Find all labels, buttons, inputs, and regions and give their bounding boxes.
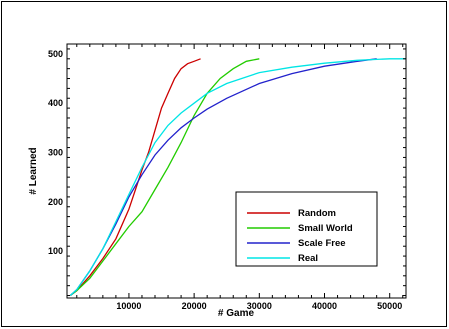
y-tick-label: 400 — [48, 98, 63, 108]
series-line-1 — [69, 58, 260, 297]
legend-label-0: Random — [298, 208, 336, 219]
series-line-3 — [69, 58, 406, 296]
x-tick-label: 20000 — [182, 301, 207, 311]
series-lines — [69, 58, 406, 297]
x-axis: 10000 20000 30000 40000 50000 — [76, 44, 404, 311]
x-tick-label: 10000 — [116, 301, 141, 311]
legend-label-3: Real — [298, 253, 318, 264]
legend-label-1: Small World — [298, 223, 353, 234]
series-line-0 — [69, 58, 201, 297]
x-axis-label: # Game — [218, 308, 255, 319]
x-tick-label: 50000 — [377, 301, 402, 311]
y-tick-label: 100 — [48, 246, 63, 256]
legend-label-2: Scale Free — [298, 238, 346, 249]
y-axis: 100 200 300 400 500 — [48, 48, 406, 297]
x-tick-label: 30000 — [247, 301, 272, 311]
y-tick-label: 500 — [48, 49, 63, 59]
legend: Random Small World Scale Free Real — [235, 191, 378, 267]
y-tick-label: 300 — [48, 148, 63, 158]
legend-box — [235, 191, 378, 267]
x-tick-label: 40000 — [312, 301, 337, 311]
plot-area — [66, 43, 407, 299]
y-axis-label: # Learned — [28, 147, 39, 194]
y-tick-label: 200 — [48, 197, 63, 207]
